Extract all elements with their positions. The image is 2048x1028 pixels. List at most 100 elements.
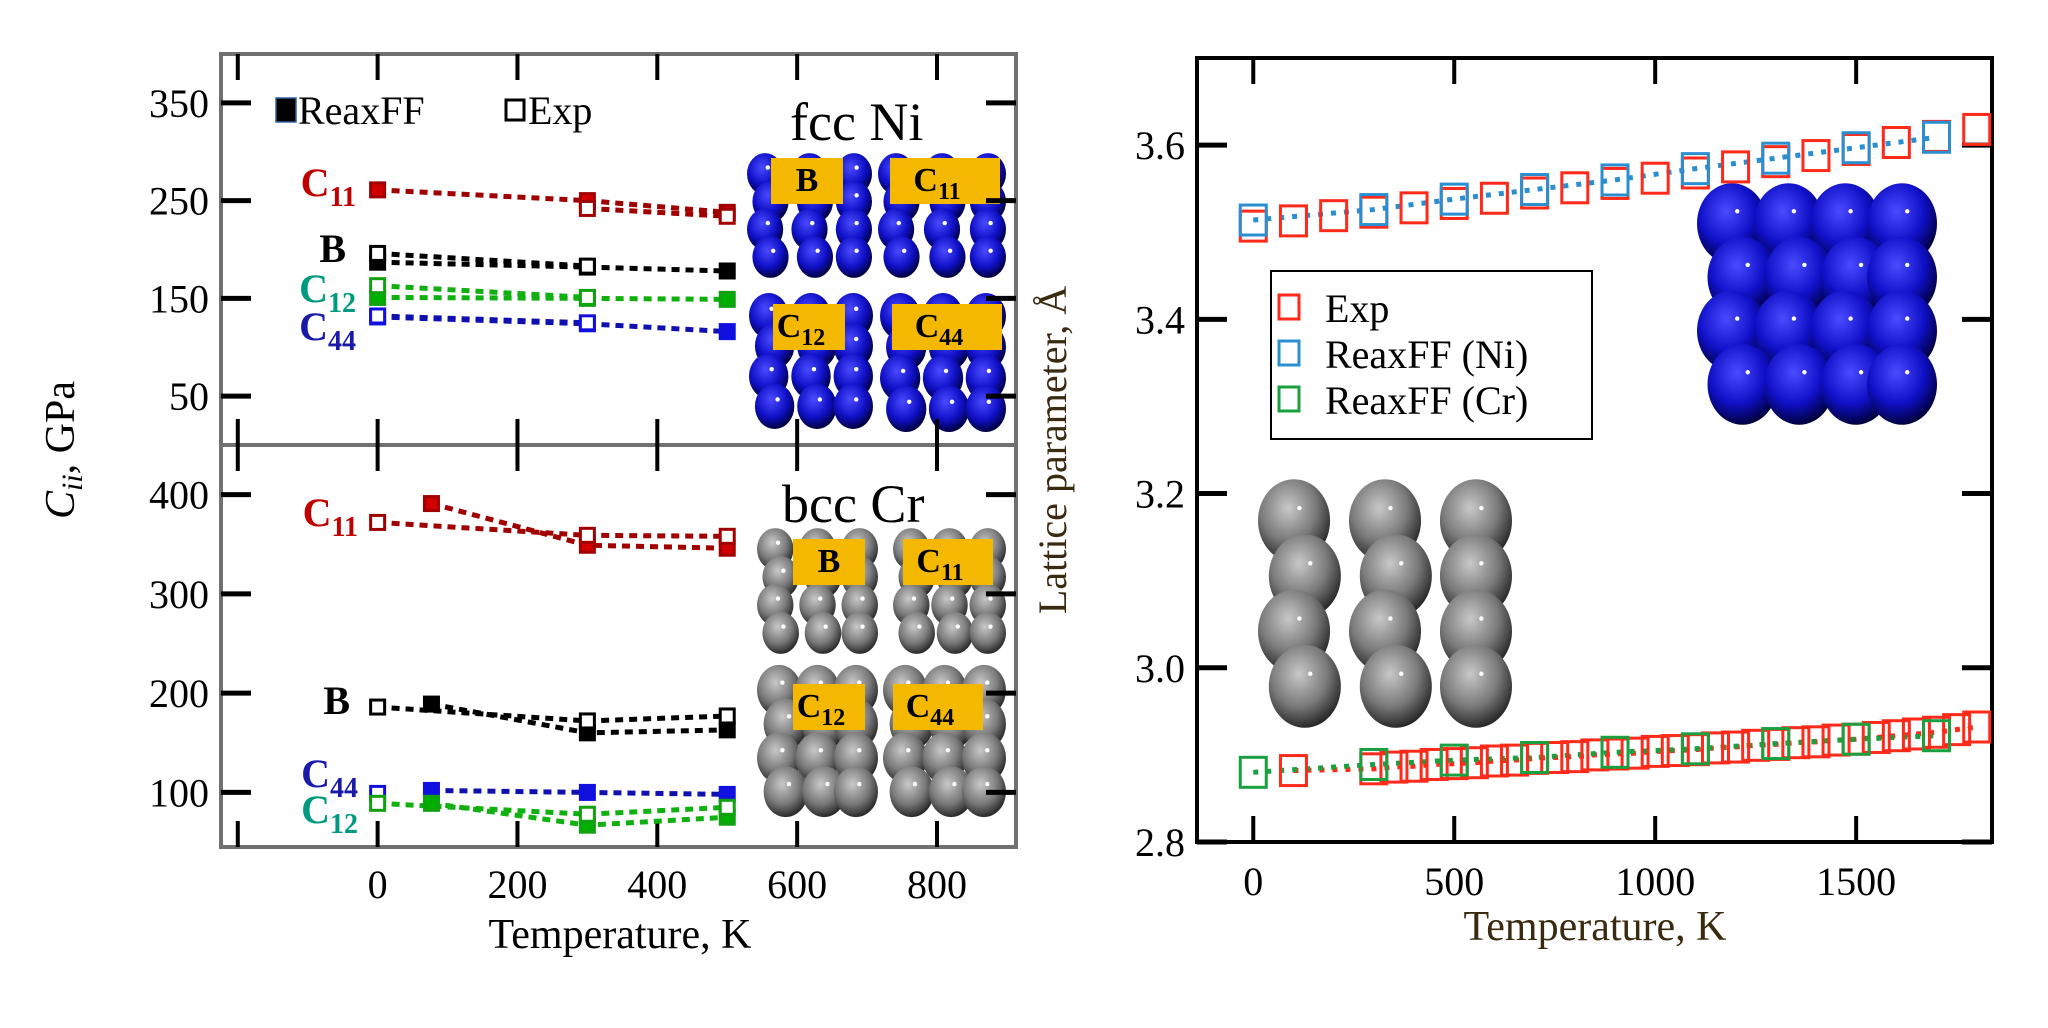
atom-highlight xyxy=(775,397,780,402)
structure-insets: B C11 C12 C44 B C11 C12 C44 xyxy=(747,153,1937,818)
series-label-b: B xyxy=(323,678,350,723)
legend-marker xyxy=(1277,339,1301,367)
atom-highlight xyxy=(771,248,776,253)
atom-highlight xyxy=(1399,671,1404,676)
atom-highlight xyxy=(857,747,862,753)
y-tick-label: 3.2 xyxy=(1135,472,1185,517)
marker-exp-cr- xyxy=(1560,740,1590,774)
atom-highlight xyxy=(1905,262,1910,268)
atom-highlight xyxy=(1388,616,1393,621)
marker-reaxff-ni- xyxy=(1520,173,1550,207)
panel-frame-1 xyxy=(219,443,1018,849)
marker-exp xyxy=(1881,125,1911,159)
atom-highlight xyxy=(818,596,823,601)
atom-highlight xyxy=(1735,209,1740,214)
atom-highlight xyxy=(985,680,990,685)
y-tick-label: 150 xyxy=(149,276,209,321)
panel-frame-2 xyxy=(1195,56,1994,844)
label-box-text: C44 xyxy=(915,308,964,351)
atom-highlight xyxy=(1479,616,1484,621)
y-tick-label: 3.4 xyxy=(1135,297,1185,342)
reaxff-marker-c44 xyxy=(578,783,596,801)
atom-sphere xyxy=(1268,644,1341,728)
label-box xyxy=(903,539,993,585)
atom-highlight xyxy=(911,596,917,601)
atom-highlight xyxy=(854,248,859,253)
left-panel-title-top: fcc Ni xyxy=(790,92,923,152)
label-box-text: B xyxy=(818,543,841,580)
series-line xyxy=(1293,724,1978,774)
atom-highlight xyxy=(988,248,993,253)
atom-sphere xyxy=(898,611,935,654)
reaxff-marker-c12 xyxy=(422,794,440,812)
cr-lattice-inset xyxy=(1258,479,1512,728)
y-tick-label: 350 xyxy=(149,81,209,126)
atom-highlight xyxy=(952,781,957,787)
atom-highlight xyxy=(1802,370,1807,375)
atom-highlight xyxy=(986,399,992,404)
series-line xyxy=(377,519,728,539)
atom-sphere xyxy=(886,385,927,433)
legend-label: ReaxFF (Cr) xyxy=(1325,378,1528,423)
label-box-text: C44 xyxy=(906,688,955,731)
atom-highlight xyxy=(1388,505,1393,511)
marker-exp xyxy=(1640,161,1670,195)
marker-exp-cr- xyxy=(1660,734,1690,768)
marker-exp-cr- xyxy=(1540,741,1570,775)
atom-highlight xyxy=(1297,505,1302,511)
atom-highlight xyxy=(1848,316,1853,321)
atom-highlight xyxy=(811,367,817,372)
legend-marker-filled-square xyxy=(275,97,297,123)
exp-marker-c11 xyxy=(718,527,736,545)
exp-marker-c11 xyxy=(578,526,596,544)
atom-highlight xyxy=(825,781,830,787)
atom-highlight xyxy=(949,399,955,404)
atom-highlight xyxy=(1735,316,1740,321)
atom-highlight xyxy=(810,220,815,226)
atom-highlight xyxy=(857,781,862,787)
label-box xyxy=(793,539,865,585)
x-tick-label: 400 xyxy=(627,862,687,907)
marker-reaxff-cr- xyxy=(1761,727,1791,761)
atom-sphere xyxy=(1707,344,1778,425)
inset-label-c12: C12 xyxy=(793,684,865,731)
marker-exp xyxy=(1801,139,1831,173)
label-box-text: C12 xyxy=(797,688,846,731)
y-label-part: C xyxy=(38,490,84,519)
label-box xyxy=(893,684,983,730)
atom-sphere xyxy=(1359,644,1432,728)
atom-highlight xyxy=(1858,262,1864,268)
reaxff-marker-c11 xyxy=(369,181,387,199)
atom-highlight xyxy=(854,193,859,198)
exp-marker-c11 xyxy=(369,513,387,531)
atom-highlight xyxy=(860,624,865,629)
atom-highlight xyxy=(1745,262,1750,268)
atom-highlight xyxy=(818,747,824,753)
atom-highlight xyxy=(765,220,771,226)
exp-marker-c12 xyxy=(578,805,596,823)
atom-highlight xyxy=(854,165,859,170)
atom-highlight xyxy=(986,368,992,374)
marker-exp-cr- xyxy=(1901,717,1931,751)
marker-reaxff-ni- xyxy=(1761,141,1791,175)
marker-exp-cr- xyxy=(1942,713,1972,747)
y-tick-label: 300 xyxy=(149,572,209,617)
series-label-b: B xyxy=(319,226,346,271)
atom-sphere xyxy=(1764,344,1835,425)
marker-exp-cr- xyxy=(1700,731,1730,765)
reaxff-marker-b xyxy=(718,262,736,280)
atom-sphere xyxy=(833,766,878,818)
atom-highlight xyxy=(1297,616,1302,621)
atom-highlight xyxy=(1905,316,1910,321)
atom-highlight xyxy=(765,165,771,170)
x-tick-label: 1000 xyxy=(1615,859,1695,904)
inset-label-c11: C11 xyxy=(903,539,993,586)
atom-highlight xyxy=(854,336,859,342)
atom-sphere xyxy=(883,236,920,278)
atom-highlight xyxy=(896,220,902,226)
atom-highlight xyxy=(947,248,953,253)
marker-reaxff-cr- xyxy=(1520,741,1550,775)
legend-marker-open-square xyxy=(504,98,526,122)
marker-reaxff-ni- xyxy=(1680,152,1710,186)
series-line xyxy=(377,283,588,300)
